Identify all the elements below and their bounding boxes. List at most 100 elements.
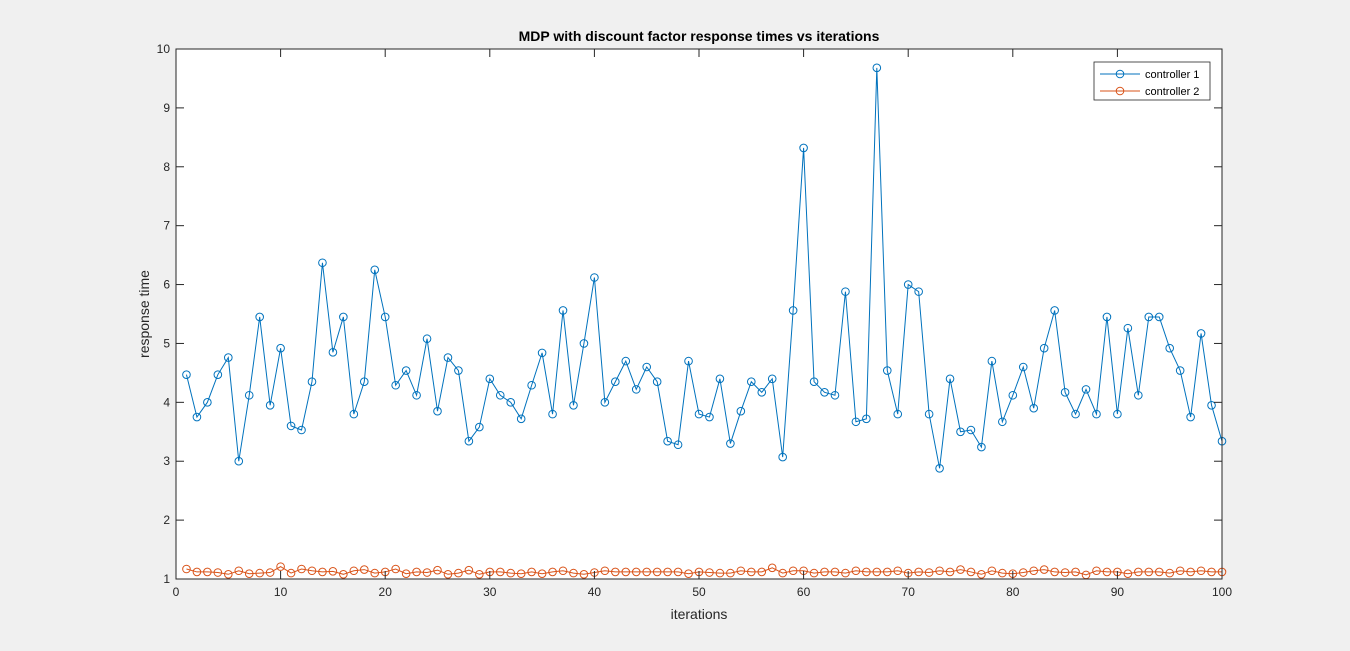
chart-title: MDP with discount factor response times … [519,28,880,44]
data-point [412,567,421,577]
plot-area [176,49,1222,579]
data-point [977,442,986,452]
data-point [1060,568,1070,577]
data-point [255,312,264,322]
data-point [820,388,829,397]
data-point [736,566,746,576]
data-point [924,409,934,419]
data-point [286,568,296,578]
data-point [244,390,254,400]
data-point [673,567,683,577]
data-point [307,377,317,387]
data-point [1029,403,1039,413]
data-point [705,412,714,422]
legend-label: controller 2 [1145,86,1199,98]
data-point [182,564,191,574]
data-point [631,385,641,394]
data-point [1050,567,1059,577]
data-point [558,306,568,315]
data-point [370,568,380,578]
data-point [736,406,746,416]
series-line [185,67,1223,469]
data-point [548,567,557,577]
data-point [1207,400,1216,410]
x-tick-label: 40 [588,585,602,599]
data-point [788,566,798,576]
data-point [663,567,672,577]
data-point [286,421,296,431]
x-tick-label: 50 [692,585,706,599]
data-point [987,566,997,576]
data-point [872,63,882,73]
data-point [495,390,505,400]
data-point [684,569,693,579]
data-point [872,567,882,577]
data-point [1186,567,1195,577]
data-point [1071,409,1080,419]
data-point [1165,343,1174,353]
data-point [862,567,871,577]
data-point [715,374,725,384]
x-tick-label: 30 [483,585,497,599]
data-point [339,312,348,322]
data-point [370,265,380,275]
data-point [642,567,652,577]
data-point [454,366,463,375]
data-point [1092,566,1101,576]
data-point [475,569,484,579]
data-point [475,422,484,432]
data-point [265,400,275,410]
data-point [1113,409,1122,419]
data-point [977,569,986,579]
x-axis-label: iterations [671,606,728,622]
y-tick-label: 8 [163,160,170,174]
data-point [600,398,610,407]
data-point [694,409,704,419]
data-point [318,258,327,268]
x-tick-label: 70 [902,585,916,599]
data-point [1092,409,1101,419]
legend-box [1093,61,1211,101]
data-point [1134,567,1143,577]
data-point [1060,388,1070,397]
legend-label: controller 1 [1145,69,1199,81]
data-point [903,280,913,289]
data-point [673,440,683,450]
data-point [265,568,275,577]
data-point [788,306,798,315]
data-point [412,390,421,400]
legend-marker [1115,69,1125,79]
data-point [882,366,892,375]
y-tick-label: 2 [163,513,170,527]
data-point [684,356,693,366]
data-point [349,409,359,419]
x-tick-label: 0 [173,585,180,599]
data-point [841,287,850,296]
data-point [851,417,861,427]
data-point [495,567,505,577]
data-point [579,339,589,348]
data-point [1081,385,1091,394]
data-point [1123,323,1133,333]
data-point [1029,566,1039,576]
data-point [569,400,578,410]
data-point [830,390,840,400]
data-point [767,563,777,573]
data-point [935,463,944,473]
data-point [1102,567,1112,577]
data-point [956,565,965,574]
data-point [297,425,306,435]
data-point [1018,362,1028,372]
y-tick-label: 1 [163,572,170,586]
data-point [454,568,463,578]
data-point [1123,569,1133,579]
data-point [182,370,191,379]
data-point [527,567,536,577]
data-point [192,567,202,577]
data-point [537,348,547,358]
data-point [914,287,923,296]
y-tick-label: 6 [163,278,170,292]
data-point [1175,366,1185,375]
data-point [464,436,474,446]
